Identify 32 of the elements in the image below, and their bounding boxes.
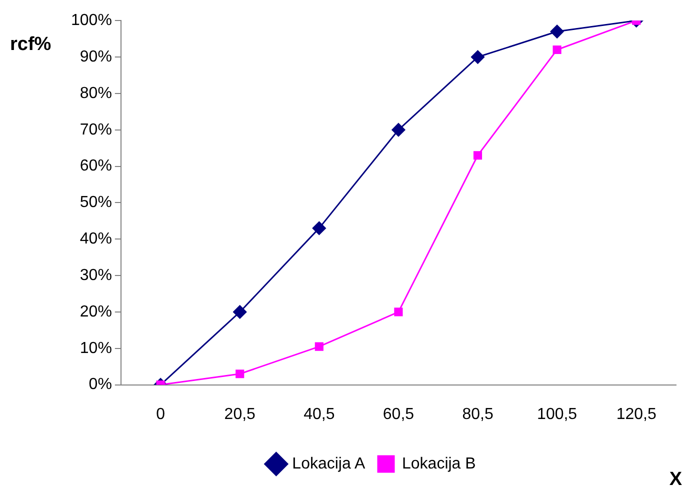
point [392,123,406,137]
x-tick-label: 20,5 [224,406,256,423]
x-tick-label: 100,5 [537,406,578,423]
y-tick-label: 30% [80,266,112,284]
x-tick-label: 40,5 [304,406,335,423]
point [394,308,403,316]
point [473,151,482,160]
y-tick-label: 40% [80,230,112,248]
x-tick-label: 0 [156,406,166,423]
y-tick-label: 10% [80,340,112,357]
x-tick-label: 120,5 [616,406,656,423]
point [552,45,562,54]
y-tick-label: 50% [80,194,112,212]
legend-label: Lokacija B [402,455,476,472]
y-tick-label: 70% [80,121,112,138]
point [312,221,326,235]
x-axis-title: X [669,469,682,490]
point [550,24,564,38]
y-tick-label: 0% [88,376,112,394]
x-tick-label: 60,5 [382,406,414,423]
y-tick-label: 80% [80,84,112,102]
x-tick-label: 80,5 [462,406,494,423]
point [471,50,485,64]
y-tick-label: 20% [80,303,112,320]
y-tick-label: 100% [71,12,112,30]
legend-label: Lokacija A [292,455,366,472]
y-axis-title: rcf% [10,34,52,55]
point [233,305,247,319]
point [314,342,324,351]
y-tick-label: 90% [80,48,112,66]
point [236,370,244,378]
y-tick-label: 60% [80,158,112,175]
